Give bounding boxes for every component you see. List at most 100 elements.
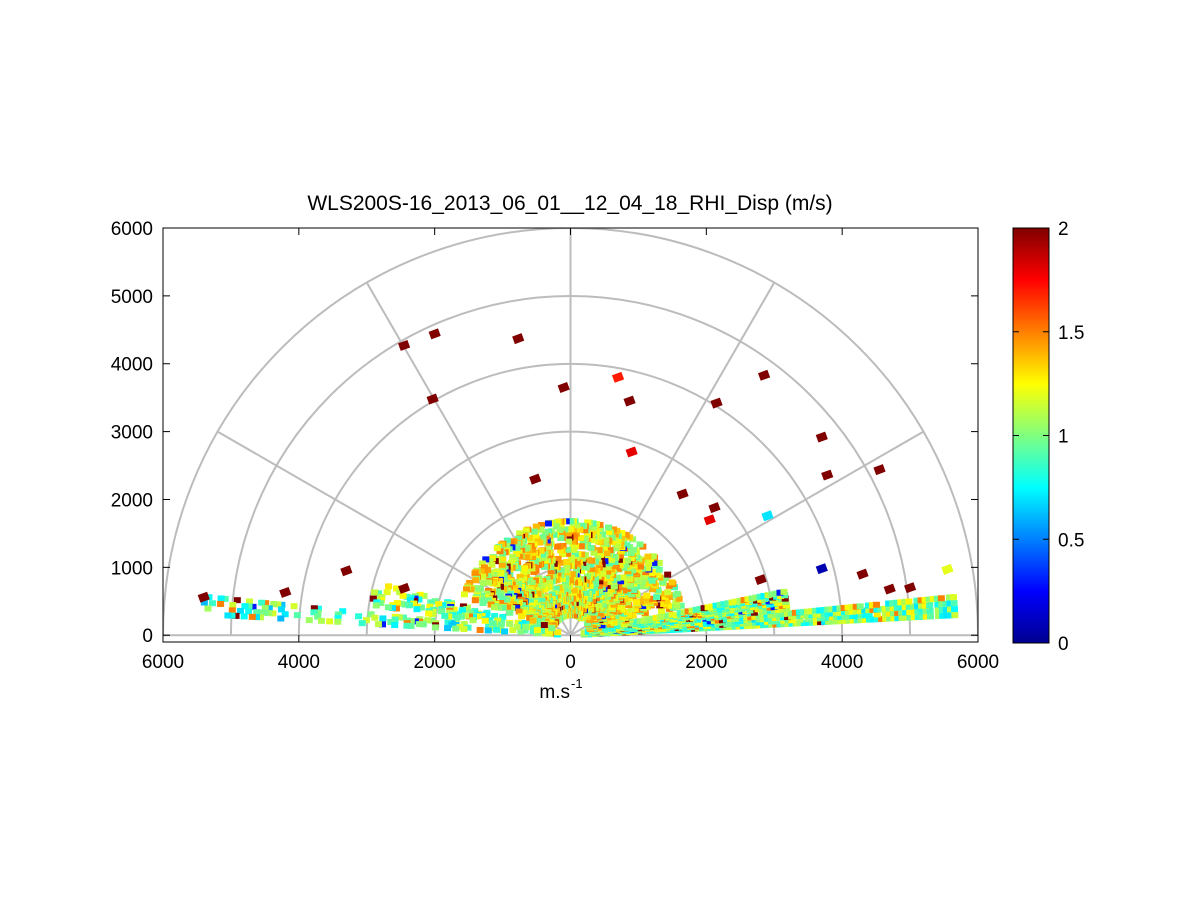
data-cell [229, 602, 237, 609]
data-cell [776, 589, 784, 596]
data-cell [929, 596, 937, 603]
data-cell [466, 610, 474, 617]
data-cell [544, 520, 552, 527]
data-cell [688, 607, 696, 614]
data-cell [554, 568, 562, 575]
data-cell [200, 599, 208, 606]
data-cell [621, 595, 629, 602]
data-cell [946, 606, 954, 613]
data-cell [496, 592, 504, 599]
data-cell [623, 599, 631, 606]
data-cell [648, 615, 656, 622]
data-cell [544, 545, 552, 552]
data-cell [547, 570, 555, 577]
data-cell [533, 536, 541, 543]
data-cell [788, 617, 796, 624]
data-cell [485, 623, 493, 630]
data-cell [605, 579, 613, 586]
data-cell [540, 563, 548, 570]
data-cell [553, 519, 561, 526]
data-cell [732, 598, 740, 605]
data-cell [758, 608, 766, 615]
data-point [710, 397, 723, 409]
data-cell [759, 613, 767, 620]
data-cell [898, 609, 906, 616]
data-cell [909, 603, 917, 610]
data-cell [665, 602, 673, 609]
data-cell [845, 613, 853, 620]
data-cell [527, 538, 535, 545]
data-cell [894, 609, 902, 616]
data-cell [816, 611, 824, 618]
data-cell [865, 607, 873, 614]
data-cell [503, 581, 511, 588]
data-cell [445, 613, 453, 620]
data-cell [640, 595, 648, 602]
data-cell [240, 613, 248, 620]
data-cell [897, 604, 905, 611]
data-cell [636, 618, 644, 625]
data-cell [630, 587, 638, 594]
data-cell [472, 585, 480, 592]
data-cell [565, 538, 573, 545]
data-cell [530, 528, 538, 535]
data-cell [427, 599, 435, 606]
data-cell [568, 571, 576, 578]
data-cell [864, 602, 872, 609]
data-cell [780, 617, 788, 624]
data-cell [535, 526, 543, 533]
data-cell [945, 594, 953, 601]
data-cell [857, 617, 865, 624]
data-cell [632, 583, 640, 590]
data-cell [902, 609, 910, 616]
data-cell [470, 609, 478, 616]
data-cell [796, 616, 804, 623]
data-cell [553, 556, 561, 563]
data-cell [925, 596, 933, 603]
data-cell [444, 619, 452, 626]
data-cell [780, 588, 788, 595]
data-cell [391, 616, 399, 623]
data-cell [420, 592, 428, 599]
data-cell [660, 590, 668, 597]
data-cell [587, 561, 595, 568]
data-point [340, 565, 353, 577]
data-cell [583, 573, 591, 580]
data-cell [577, 534, 585, 541]
data-point [611, 371, 625, 383]
data-cell [812, 615, 820, 622]
data-cell [479, 600, 487, 607]
data-cell [760, 622, 768, 629]
data-cell [437, 608, 445, 615]
data-cell [665, 582, 673, 589]
data-cell [824, 614, 832, 621]
data-cell [463, 586, 471, 593]
data-cell [278, 601, 286, 608]
data-cell [777, 593, 785, 600]
data-cell [439, 602, 447, 609]
data-cell [516, 530, 524, 537]
data-cell [415, 621, 423, 628]
data-cell [869, 606, 877, 613]
data-cell [704, 604, 712, 611]
data-cell [577, 543, 585, 550]
data-cell [788, 620, 796, 627]
data-cell [563, 546, 571, 553]
data-cell [773, 596, 781, 603]
data-cell [274, 601, 282, 608]
data-cell [594, 624, 602, 631]
data-cell [571, 550, 579, 557]
data-cell [619, 574, 627, 581]
data-cell [552, 523, 560, 530]
data-cell [496, 548, 504, 555]
data-cell [499, 613, 507, 620]
data-cell [648, 570, 656, 577]
data-point [757, 369, 771, 381]
data-cell [571, 534, 579, 541]
data-cell [485, 579, 493, 586]
data-cell [643, 592, 651, 599]
data-cell [493, 545, 501, 552]
data-point [623, 395, 636, 407]
data-cell [217, 600, 225, 607]
data-cell [910, 614, 918, 621]
